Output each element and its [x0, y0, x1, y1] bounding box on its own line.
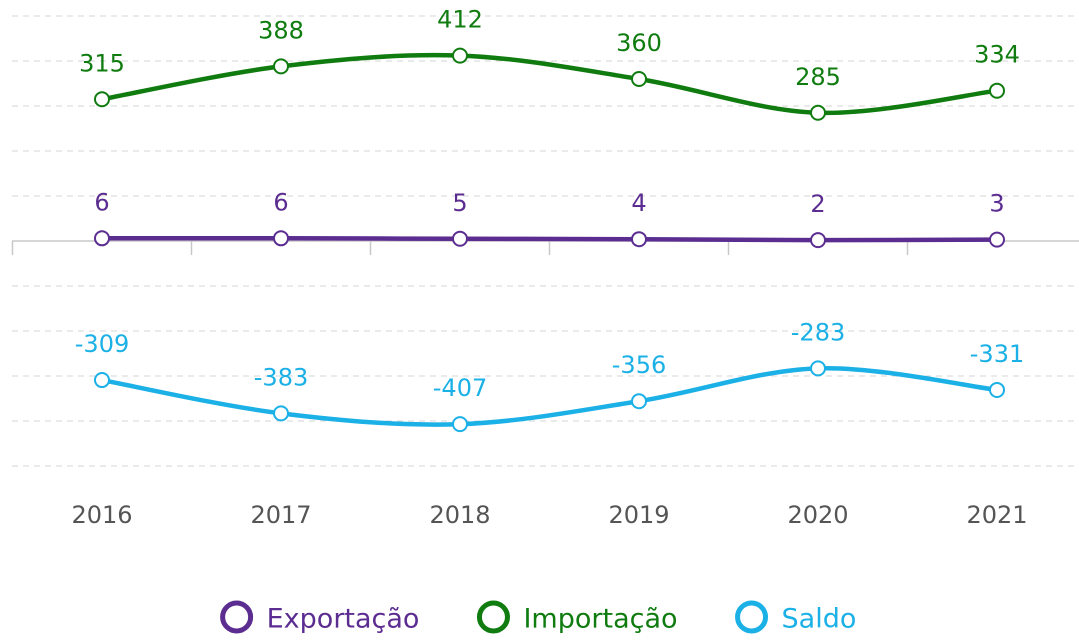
legend-marker	[220, 600, 254, 634]
point-marker	[631, 231, 647, 248]
data-label: 360	[616, 29, 662, 57]
legend-item[interactable]: Saldo	[735, 600, 857, 635]
point-marker	[452, 416, 468, 433]
data-label: 3	[989, 190, 1004, 218]
legend-label: Saldo	[782, 604, 857, 635]
x-tick-label: 2016	[71, 501, 132, 529]
data-label: 285	[795, 63, 841, 91]
x-tick-label: 2020	[787, 501, 848, 529]
legend-item[interactable]: Exportação	[220, 600, 420, 635]
point-marker	[94, 91, 110, 108]
data-label: 5	[452, 189, 467, 217]
point-marker	[273, 230, 289, 247]
plot: 6 6 5 4 2 3 315 388 412 360 285 334 -309 -383 -407 -356…	[75, 6, 1024, 433]
data-label: -407	[433, 374, 487, 402]
point-marker	[810, 232, 826, 249]
point-marker	[452, 230, 468, 247]
point-marker	[631, 393, 647, 410]
x-tick-label: 2018	[429, 501, 490, 529]
point-marker	[94, 230, 110, 247]
data-label: -383	[254, 363, 308, 391]
point-marker	[94, 372, 110, 389]
point-marker	[273, 405, 289, 422]
data-label: -309	[75, 330, 129, 358]
grid: 2016 2017 2018 2019 2020 2021	[11, 15, 1079, 529]
data-label: -356	[612, 351, 666, 379]
x-tick-label: 2021	[966, 501, 1027, 529]
legend-label: Exportação	[267, 604, 420, 635]
legend-item[interactable]: Importação	[476, 600, 678, 635]
series-line	[101, 366, 998, 427]
point-marker	[452, 47, 468, 64]
data-label: 6	[273, 188, 288, 216]
point-marker	[810, 104, 826, 121]
legend-marker	[735, 600, 769, 634]
point-marker	[989, 231, 1005, 248]
point-marker	[989, 82, 1005, 99]
data-label: 4	[631, 189, 646, 217]
legend-marker	[476, 600, 510, 634]
legend-label: Importação	[523, 604, 677, 635]
data-label: -331	[970, 340, 1024, 368]
point-marker	[273, 58, 289, 75]
data-label: 2	[810, 190, 825, 218]
data-label: 6	[94, 188, 109, 216]
data-label: -283	[791, 318, 845, 346]
x-tick-label: 2019	[608, 501, 669, 529]
point-marker	[810, 360, 826, 377]
legend: Exportação Importação Saldo	[220, 600, 857, 635]
data-label: 412	[437, 6, 483, 34]
point-marker	[631, 71, 647, 87]
series-line	[101, 236, 998, 243]
series-line	[101, 52, 998, 116]
data-label: 388	[258, 16, 304, 44]
x-tick-label: 2017	[250, 501, 311, 529]
data-label: 334	[974, 41, 1020, 69]
point-marker	[989, 381, 1005, 398]
data-label: 315	[79, 49, 125, 77]
